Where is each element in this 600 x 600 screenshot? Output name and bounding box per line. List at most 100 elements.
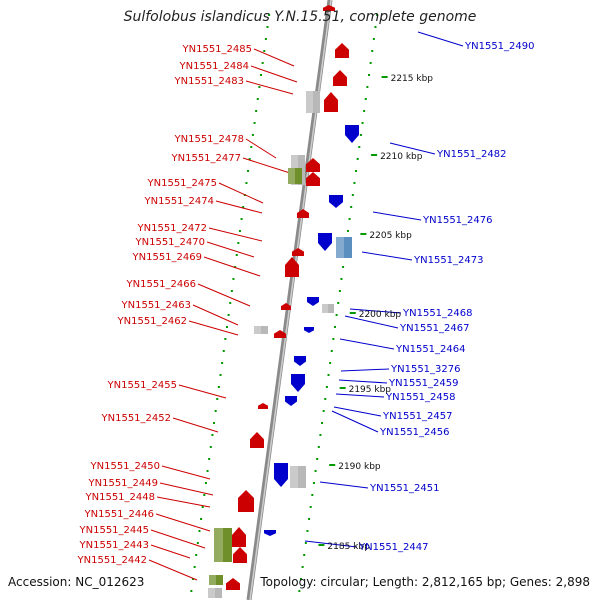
gene-label[interactable]: YN1551_2467 bbox=[399, 323, 470, 334]
gene-feature-shade bbox=[209, 575, 216, 585]
guide-dot-right bbox=[327, 374, 330, 376]
gene-label[interactable]: YN1551_2472 bbox=[137, 223, 208, 234]
label-connector bbox=[155, 513, 211, 532]
gene-label[interactable]: YN1551_2442 bbox=[77, 555, 148, 566]
gene-label[interactable]: YN1551_2468 bbox=[402, 308, 473, 319]
dotted-guide-lines bbox=[190, 14, 379, 592]
gene-label[interactable]: YN1551_2450 bbox=[90, 461, 161, 472]
gene-label[interactable]: YN1551_2483 bbox=[174, 76, 245, 87]
label-connector bbox=[148, 559, 198, 581]
gene-label[interactable]: YN1551_2476 bbox=[422, 215, 493, 226]
gene-feature-reverse bbox=[307, 297, 319, 306]
gene-label[interactable]: YN1551_2470 bbox=[135, 237, 206, 248]
gene-feature-forward bbox=[226, 578, 240, 590]
gene-label[interactable]: YN1551_2463 bbox=[121, 300, 192, 311]
guide-dot-right bbox=[366, 86, 369, 88]
guide-dot-left bbox=[248, 158, 251, 160]
guide-dot-left bbox=[250, 146, 253, 148]
gene-label[interactable]: YN1551_2459 bbox=[388, 378, 459, 389]
label-connector bbox=[319, 481, 369, 489]
gene-label[interactable]: YN1551_2456 bbox=[379, 427, 450, 438]
gene-feature-green bbox=[209, 575, 223, 585]
label-connector bbox=[203, 256, 261, 277]
guide-dot-right bbox=[372, 38, 375, 40]
label-connector bbox=[172, 417, 219, 433]
guide-dot-left bbox=[216, 398, 219, 400]
label-connector bbox=[245, 138, 277, 159]
gene-label[interactable]: YN1551_2473 bbox=[413, 255, 484, 266]
gene-label[interactable]: YN1551_2448 bbox=[85, 492, 156, 503]
scale-tick bbox=[318, 544, 325, 546]
gene-features bbox=[208, 5, 359, 598]
label-connector bbox=[389, 142, 436, 155]
gene-label[interactable]: YN1551_2455 bbox=[107, 380, 178, 391]
gene-label[interactable]: YN1551_2485 bbox=[182, 44, 253, 55]
guide-dot-right bbox=[298, 590, 301, 592]
gene-feature-shade bbox=[336, 237, 344, 258]
scale-tick-label: 2215 kbp bbox=[391, 74, 434, 84]
label-connector bbox=[192, 304, 239, 326]
gene-feature-reverse bbox=[264, 530, 276, 536]
gene-feature-forward bbox=[306, 172, 320, 186]
guide-dot-right bbox=[371, 50, 374, 52]
gene-label[interactable]: YN1551_2475 bbox=[147, 178, 218, 189]
label-connector bbox=[178, 384, 227, 399]
scale-tick-label: 2185 kbp bbox=[327, 542, 370, 552]
gene-label[interactable]: YN1551_2474 bbox=[144, 196, 215, 207]
guide-dot-left bbox=[200, 518, 203, 520]
gene-label[interactable]: YN1551_2482 bbox=[436, 149, 507, 160]
guide-dot-left bbox=[253, 122, 256, 124]
label-connector bbox=[242, 157, 291, 174]
label-connector bbox=[206, 241, 255, 258]
guide-dot-left bbox=[217, 386, 220, 388]
guide-dot-right bbox=[317, 446, 320, 448]
guide-dot-left bbox=[214, 410, 217, 412]
guide-dot-right bbox=[301, 566, 304, 568]
guide-dot-left bbox=[224, 338, 227, 340]
gene-label[interactable]: YN1551_2457 bbox=[382, 411, 453, 422]
gene-label[interactable]: YN1551_2466 bbox=[126, 279, 197, 290]
guide-dot-left bbox=[211, 434, 214, 436]
scale-tick bbox=[339, 387, 346, 389]
gene-label[interactable]: YN1551_2458 bbox=[385, 392, 456, 403]
gene-label[interactable]: YN1551_2443 bbox=[79, 540, 150, 551]
gene-label[interactable]: YN1551_3276 bbox=[390, 364, 461, 375]
label-connector bbox=[215, 200, 263, 214]
gene-label[interactable]: YN1551_2484 bbox=[179, 61, 250, 72]
gene-label[interactable]: YN1551_2445 bbox=[79, 525, 150, 536]
gene-feature-shade bbox=[290, 466, 298, 488]
gene-feature-reverse bbox=[274, 463, 288, 487]
label-connector bbox=[218, 182, 264, 204]
gene-label[interactable]: YN1551_2464 bbox=[395, 344, 466, 355]
guide-dot-left bbox=[227, 314, 230, 316]
guide-dot-left bbox=[219, 374, 222, 376]
gene-label[interactable]: YN1551_2490 bbox=[464, 41, 535, 52]
guide-dot-right bbox=[299, 578, 302, 580]
gene-label[interactable]: YN1551_2449 bbox=[88, 478, 159, 489]
gene-feature-forward bbox=[324, 92, 338, 112]
gene-label[interactable]: YN1551_2446 bbox=[84, 509, 155, 520]
gene-feature-shade bbox=[288, 168, 295, 184]
scale-tick bbox=[360, 233, 367, 235]
label-connector bbox=[161, 465, 211, 480]
gene-feature-blue-gray bbox=[336, 237, 352, 258]
guide-dot-right bbox=[361, 122, 364, 124]
guide-dot-right bbox=[337, 302, 340, 304]
gene-label[interactable]: YN1551_2447 bbox=[358, 542, 429, 553]
guide-dot-right bbox=[304, 542, 307, 544]
guide-dot-right bbox=[358, 146, 361, 148]
gene-label[interactable]: YN1551_2469 bbox=[132, 252, 203, 263]
guide-dot-left bbox=[238, 230, 241, 232]
gene-label[interactable]: YN1551_2478 bbox=[174, 134, 245, 145]
guide-dot-left bbox=[256, 98, 259, 100]
gene-feature-reverse bbox=[318, 233, 332, 251]
guide-dot-right bbox=[316, 458, 319, 460]
guide-dot-right bbox=[351, 194, 354, 196]
gene-label[interactable]: YN1551_2451 bbox=[369, 483, 440, 494]
gene-feature-gray bbox=[208, 588, 222, 598]
gene-label[interactable]: YN1551_2452 bbox=[101, 413, 172, 424]
gene-label[interactable]: YN1551_2477 bbox=[171, 153, 242, 164]
gene-label[interactable]: YN1551_2462 bbox=[117, 316, 188, 327]
label-connector bbox=[339, 338, 395, 350]
